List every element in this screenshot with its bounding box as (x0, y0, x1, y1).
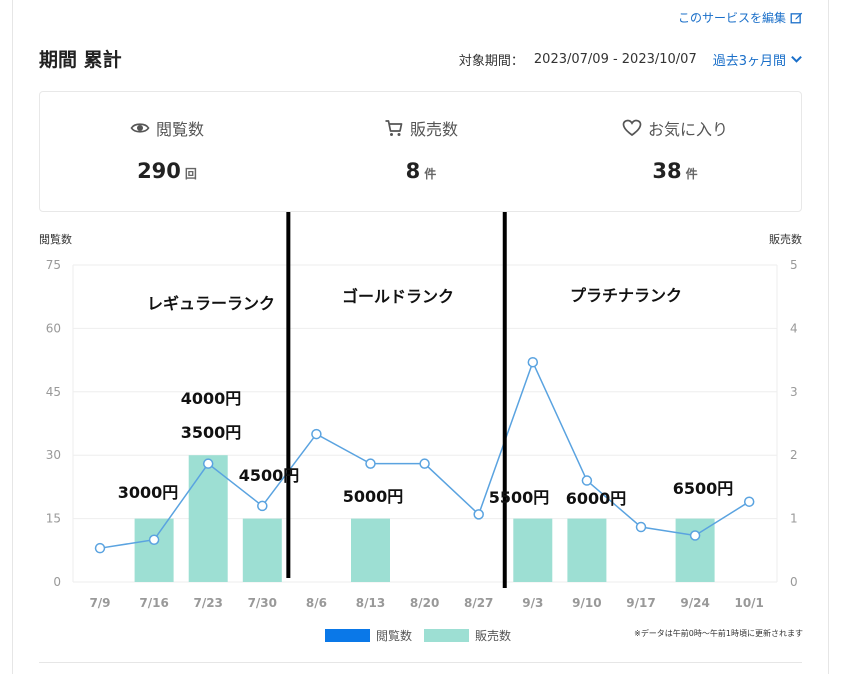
x-tick-label: 7/9 (89, 596, 110, 610)
x-tick-label: 8/13 (356, 596, 385, 610)
stat-value: 38 (652, 159, 682, 183)
stat-unit: 件 (424, 167, 437, 181)
stat-label: お気に入り (647, 120, 728, 139)
edit-link-label: このサービスを編集 (677, 11, 786, 25)
chevron-down-icon (791, 55, 802, 63)
rank-label: プラチナランク (570, 286, 682, 305)
point-views (581, 475, 593, 486)
x-tick-label: 9/3 (522, 596, 543, 610)
point-views (419, 458, 430, 469)
stat-unit: 回 (184, 167, 197, 181)
chart-legend: 閲覧数 販売数 (325, 627, 523, 644)
range-label: 対象期間： (458, 54, 524, 69)
y-right-tick-label: 2 (790, 448, 798, 462)
point-views (148, 534, 160, 545)
x-tick-label: 8/6 (306, 596, 327, 610)
y-right-axis-title: 販売数 (769, 233, 802, 246)
price-label: 3000円 (118, 483, 179, 502)
point-views (527, 356, 539, 368)
stat-value: 290 (137, 159, 181, 183)
range-dropdown-label: 過去3ヶ月間 (712, 54, 786, 69)
y-left-axis-title: 閲覧数 (39, 232, 72, 246)
x-tick-label: 8/20 (410, 596, 439, 610)
price-label: 3500円 (181, 423, 242, 442)
x-tick-label: 7/16 (139, 596, 168, 610)
stat-label: 閲覧数 (155, 120, 204, 139)
x-tick-label: 9/17 (626, 596, 655, 610)
bar-sales (188, 455, 228, 582)
legend-item-views[interactable]: 閲覧数 (325, 627, 412, 644)
y-left-tick-label: 60 (46, 321, 61, 335)
point-views (689, 530, 701, 541)
period-range: 対象期間： 2023/07/09 - 2023/10/07 過去3ヶ月間 (459, 50, 803, 69)
y-left-tick-label: 75 (46, 258, 61, 272)
stat-unit: 件 (685, 167, 698, 181)
price-label: 4000円 (181, 389, 242, 408)
legend-label: 販売数 (475, 629, 512, 643)
legend-swatch (325, 629, 370, 642)
y-right-tick-label: 3 (790, 385, 798, 399)
eye-icon (130, 123, 150, 133)
y-left-tick-label: 45 (46, 385, 61, 399)
bar-sales (567, 518, 607, 582)
range-dropdown[interactable]: 過去3ヶ月間 (713, 50, 803, 69)
edit-service-link[interactable]: このサービスを編集 (678, 9, 803, 26)
x-tick-label: 7/30 (248, 596, 277, 610)
legend-item-sales[interactable]: 販売数 (424, 627, 511, 644)
bar-sales (134, 518, 174, 582)
legend-swatch (424, 629, 470, 642)
y-right-tick-label: 4 (790, 321, 798, 335)
cart-icon (385, 120, 403, 136)
price-label: 6500円 (673, 479, 734, 498)
point-views (311, 428, 322, 440)
stat-value: 8 (405, 159, 421, 183)
y-left-tick-label: 30 (46, 448, 61, 462)
range-value: 2023/07/09 - 2023/10/07 (533, 52, 697, 67)
stat-views: 閲覧数 290 回 (40, 92, 294, 211)
divider (39, 662, 802, 663)
point-views (743, 496, 755, 507)
update-note: ※データは午前0時〜午前1時頃に更新されます (634, 629, 803, 638)
legend-label: 閲覧数 (376, 629, 413, 643)
stats-card (12, 0, 829, 674)
point-views (365, 458, 376, 469)
price-label: 5500円 (489, 488, 550, 507)
bar-sales (351, 518, 390, 582)
bar-sales (675, 518, 715, 582)
y-left-tick-label: 0 (53, 575, 61, 589)
page-title: 期間 累計 (39, 49, 122, 71)
y-right-tick-label: 0 (790, 575, 798, 589)
point-views (473, 509, 484, 520)
y-right-tick-label: 5 (790, 258, 798, 272)
edit-icon (790, 12, 803, 24)
price-label: 6000円 (566, 489, 627, 508)
bar-sales (242, 518, 282, 582)
y-right-tick-label: 1 (790, 512, 798, 526)
price-label: 5000円 (343, 487, 404, 506)
bar-sales (513, 518, 553, 582)
stat-label: 販売数 (409, 120, 458, 139)
point-views (257, 500, 268, 512)
x-tick-label: 9/24 (680, 596, 709, 610)
price-label: 4500円 (239, 466, 300, 485)
stat-favorites: お気に入り 38 件 (548, 92, 802, 211)
summary-stats: 閲覧数 290 回 販売数 8 件 お気に入り 38 件 (39, 91, 802, 212)
x-tick-label: 8/27 (464, 596, 493, 610)
y-left-tick-label: 15 (46, 512, 61, 526)
x-tick-label: 7/23 (193, 596, 222, 610)
point-views (94, 542, 106, 554)
point-views (635, 521, 647, 533)
rank-label: レギュラーランク (147, 294, 275, 313)
point-views (202, 458, 214, 469)
stat-sales: 販売数 8 件 (294, 92, 548, 211)
x-tick-label: 10/1 (734, 596, 763, 610)
heart-icon (622, 119, 642, 137)
rank-label: ゴールドランク (342, 287, 454, 306)
x-tick-label: 9/10 (572, 596, 601, 610)
